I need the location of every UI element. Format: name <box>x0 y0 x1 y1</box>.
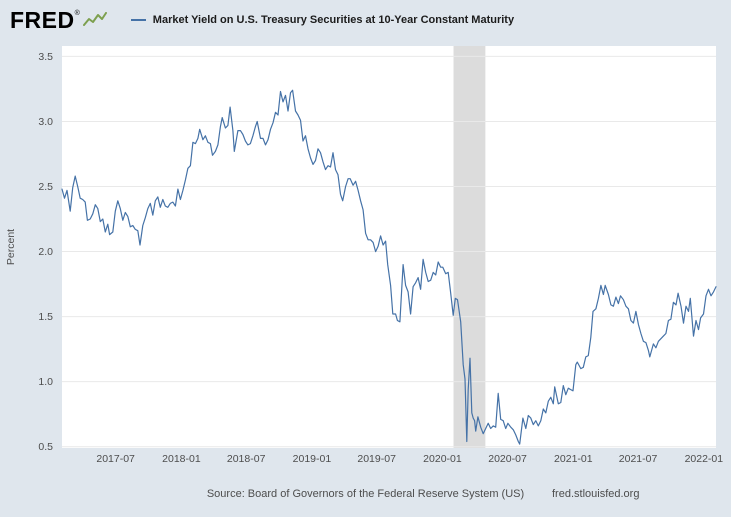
x-tick-label: 2021-01 <box>554 453 593 465</box>
y-tick-label: 3.0 <box>38 116 53 128</box>
y-tick-label: 2.0 <box>38 246 53 258</box>
x-tick-label: 2018-01 <box>162 453 201 465</box>
series-line <box>61 89 717 445</box>
header: FRED ® Market Yield on U.S. Treasury Sec… <box>0 0 731 40</box>
x-tick-label: 2017-07 <box>96 453 135 465</box>
y-tick-label: 1.5 <box>38 311 53 323</box>
fred-logo: FRED ® <box>10 6 107 33</box>
x-tick-label: 2020-01 <box>423 453 462 465</box>
registered-trademark-mark: ® <box>74 9 80 17</box>
recession-band <box>453 46 486 448</box>
x-tick-label: 2018-07 <box>227 453 266 465</box>
y-axis-title: Percent <box>5 229 17 265</box>
sparkline-icon <box>82 11 107 26</box>
plot-area <box>62 46 716 448</box>
series-label: Market Yield on U.S. Treasury Securities… <box>152 14 515 26</box>
x-tick-label: 2022-01 <box>685 453 724 465</box>
chart-legend: Market Yield on U.S. Treasury Securities… <box>130 14 515 26</box>
fred-site-text: fred.stlouisfed.org <box>552 488 640 500</box>
source-attribution-text: Source: Board of Governors of the Federa… <box>206 488 525 500</box>
x-tick-label: 2020-07 <box>488 453 527 465</box>
x-tick-label: 2019-07 <box>357 453 396 465</box>
y-tick-label: 1.0 <box>38 376 53 388</box>
footer: Source: Board of Governors of the Federa… <box>0 475 731 517</box>
y-tick-label: 3.5 <box>38 51 53 63</box>
y-tick-label: 2.5 <box>38 181 53 193</box>
x-tick-label: 2021-07 <box>619 453 658 465</box>
y-tick-label: 0.5 <box>38 441 53 453</box>
x-tick-label: 2019-01 <box>293 453 332 465</box>
fred-logo-text: FRED <box>10 6 75 33</box>
series-color-swatch <box>130 19 146 21</box>
yield-line-chart: 0.5 1.0 1.5 2.0 2.5 3.0 3.5 2017-07 2018-01 2018-… <box>5 46 724 465</box>
